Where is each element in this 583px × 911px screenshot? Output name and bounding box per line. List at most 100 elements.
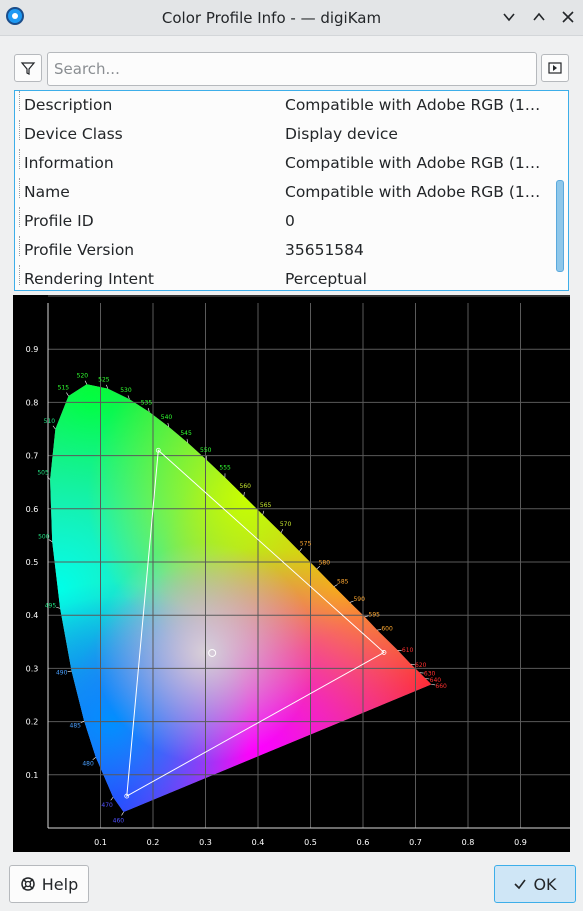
window-title: Color Profile Info - — digiKam xyxy=(161,9,382,27)
wavelength-label: 535 xyxy=(141,399,153,406)
locus-tick xyxy=(431,684,436,686)
wavelength-label: 500 xyxy=(38,533,50,540)
wavelength-label: 495 xyxy=(45,603,57,610)
filter-button[interactable] xyxy=(14,54,42,82)
locus-tick xyxy=(52,425,56,430)
help-lifebuoy-icon xyxy=(21,877,35,891)
table-row[interactable]: Description Compatible with Adobe RGB (19… xyxy=(15,91,550,120)
locus-tick xyxy=(92,757,96,761)
wavelength-label: 485 xyxy=(70,723,82,730)
y-tick-label: 0.9 xyxy=(26,345,39,354)
wavelength-label: 640 xyxy=(430,677,442,684)
table-row[interactable]: Information Compatible with Adobe RGB (19… xyxy=(15,149,550,178)
locus-tick xyxy=(127,395,130,400)
wavelength-label: 530 xyxy=(120,387,132,394)
wavelength-label: 595 xyxy=(369,611,381,618)
title-bar: Color Profile Info - — digiKam xyxy=(0,0,583,36)
x-tick-label: 0.3 xyxy=(199,838,212,847)
close-button[interactable] xyxy=(557,6,579,28)
ok-button[interactable]: OK xyxy=(494,865,576,903)
locus-tick xyxy=(349,600,354,603)
tree-branch-line xyxy=(19,236,21,256)
property-key: Profile Version xyxy=(24,241,135,259)
x-tick-label: 0.5 xyxy=(304,838,317,847)
digikam-app-icon xyxy=(6,7,24,25)
property-value: Compatible with Adobe RGB (1998) xyxy=(285,183,547,201)
y-tick-label: 0.3 xyxy=(26,664,39,673)
chevron-down-icon xyxy=(503,13,515,22)
property-key: Rendering Intent xyxy=(24,270,154,288)
wavelength-label: 575 xyxy=(300,540,312,547)
side-panel-button[interactable] xyxy=(541,54,569,82)
gamut-vertex xyxy=(381,650,387,655)
x-tick-label: 0.8 xyxy=(462,838,475,847)
dialog-footer: Help OK xyxy=(0,865,583,905)
scrollbar[interactable] xyxy=(556,93,564,288)
locus-tick xyxy=(377,629,382,631)
locus-tick xyxy=(333,584,338,587)
profile-properties-table[interactable]: Description Compatible with Adobe RGB (19… xyxy=(14,90,569,291)
property-key: Profile ID xyxy=(24,212,94,230)
y-tick-label: 0.1 xyxy=(26,771,39,780)
table-row[interactable]: Profile ID 0 xyxy=(15,207,550,236)
maximize-button[interactable] xyxy=(528,6,550,28)
locus-tick xyxy=(66,392,69,397)
locus-tick xyxy=(364,615,369,618)
close-icon xyxy=(562,11,574,23)
property-key: Name xyxy=(24,183,70,201)
table-row[interactable]: Device Class Display device xyxy=(15,120,550,149)
wavelength-label: 660 xyxy=(435,683,447,690)
wavelength-label: 610 xyxy=(402,647,414,654)
wavelength-label: 620 xyxy=(415,662,427,669)
gamut-vertex xyxy=(155,447,161,453)
gamut-triangle xyxy=(126,449,385,797)
gamut-color-blob xyxy=(50,384,432,813)
x-tick-label: 0.9 xyxy=(514,838,527,847)
locus-tick xyxy=(110,796,114,801)
y-tick-label: 0.8 xyxy=(26,398,39,407)
y-tick-label: 0.7 xyxy=(26,452,39,461)
locus-tick xyxy=(262,510,265,515)
locus-tick xyxy=(299,548,303,552)
y-tick-label: 0.2 xyxy=(26,718,39,727)
table-row[interactable]: Profile Version 35651584 xyxy=(15,236,550,265)
property-value: Display device xyxy=(285,125,398,143)
wavelength-label: 580 xyxy=(319,559,331,566)
scrollbar-thumb[interactable] xyxy=(556,180,564,272)
locus-tick xyxy=(167,422,170,427)
property-key: Information xyxy=(24,154,114,172)
white-point-marker xyxy=(208,648,217,657)
wavelength-label: 470 xyxy=(101,802,113,809)
property-value: Compatible with Adobe RGB (1998) xyxy=(285,96,547,114)
table-row[interactable]: Name Compatible with Adobe RGB (1998) xyxy=(15,178,550,207)
property-value: 0 xyxy=(285,212,295,230)
wavelength-label: 480 xyxy=(82,761,94,768)
search-input[interactable] xyxy=(47,52,537,86)
x-tick-label: 0.2 xyxy=(147,838,160,847)
locus-tick xyxy=(121,811,124,816)
property-key: Description xyxy=(24,96,113,114)
locus-tick xyxy=(105,384,109,389)
minimize-button[interactable] xyxy=(498,6,520,28)
locus-tick xyxy=(280,529,284,533)
wavelength-label: 560 xyxy=(240,483,252,490)
ok-label: OK xyxy=(533,874,557,894)
help-button[interactable]: Help xyxy=(9,865,89,903)
panel-icon xyxy=(548,62,562,74)
y-tick-label: 0.5 xyxy=(26,558,39,567)
wavelength-label: 630 xyxy=(424,671,436,678)
wavelength-label: 600 xyxy=(381,626,393,633)
property-value: 35651584 xyxy=(285,241,364,259)
wavelength-label: 490 xyxy=(56,669,68,676)
wavelength-label: 520 xyxy=(77,372,89,379)
y-tick-label: 0.4 xyxy=(26,611,39,620)
locus-tick xyxy=(84,380,88,385)
cie-chromaticity-diagram: 0.1 0.2 0.3 0.4 0.5 0.6 0.7 0.8 0.9 0.1 0.2 0.3 0.4 0… xyxy=(13,295,574,852)
wavelength-label: 565 xyxy=(260,502,272,509)
locus-tick xyxy=(147,408,150,413)
checkmark-icon xyxy=(514,879,527,890)
cie-diagram-svg: 0.1 0.2 0.3 0.4 0.5 0.6 0.7 0.8 0.9 0.1 0.2 0.3 0.4 0… xyxy=(26,295,574,847)
wavelength-label: 590 xyxy=(353,596,365,603)
wavelength-label: 570 xyxy=(280,521,292,528)
table-row[interactable]: Rendering Intent Perceptual xyxy=(15,265,550,290)
